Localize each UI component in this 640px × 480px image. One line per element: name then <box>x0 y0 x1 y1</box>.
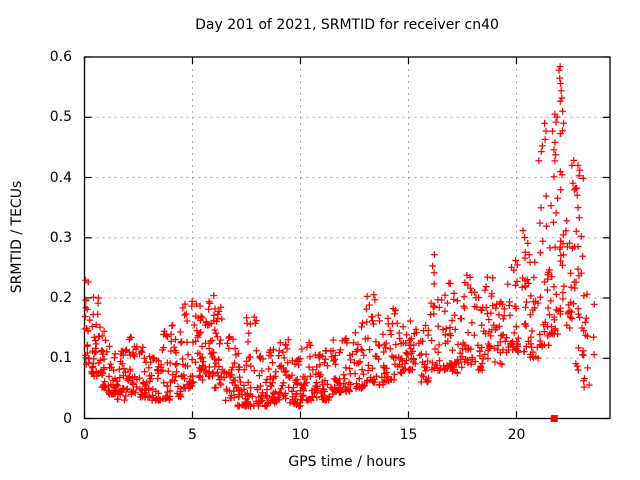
y-tick-label: 0.6 <box>49 49 72 65</box>
x-tick-label: 0 <box>80 427 89 443</box>
chart-title: Day 201 of 2021, SRMTID for receiver cn4… <box>195 17 499 33</box>
plot-border <box>83 56 611 420</box>
x-axis-label: GPS time / hours <box>288 454 406 470</box>
y-tick-label: 0.3 <box>49 229 72 246</box>
y-tick-label: 0.2 <box>49 290 72 306</box>
y-tick-label: 0 <box>63 410 72 427</box>
x-tick-label: 15 <box>399 427 418 443</box>
axis-square-marker <box>550 415 558 422</box>
x-tick-label: 10 <box>291 427 310 443</box>
data-points <box>81 63 598 410</box>
x-tick-label: 20 <box>507 427 526 443</box>
x-tick-label: 5 <box>188 427 197 443</box>
y-tick-label: 0.1 <box>49 350 72 367</box>
y-tick-label: 0.5 <box>49 109 72 126</box>
y-tick-label: 0.4 <box>49 169 72 186</box>
